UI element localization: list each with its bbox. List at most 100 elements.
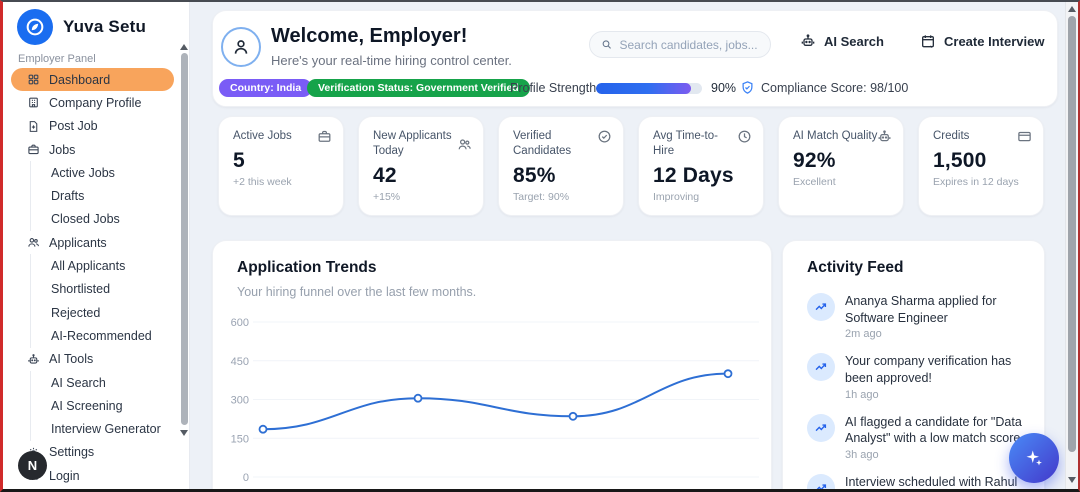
sidebar-item-dashboard[interactable]: Dashboard [11,68,174,92]
stat-subtext: Improving [653,190,700,203]
create-interview-label: Create Interview [944,33,1045,49]
ai-assistant-fab[interactable] [1009,433,1059,483]
search-input[interactable] [619,37,759,52]
profile-bubble[interactable]: N [18,451,47,480]
window-scrollbar[interactable] [1065,2,1078,489]
app-logo[interactable] [17,9,53,45]
robot-icon [877,129,892,144]
stat-label: AI Match Quality [793,130,878,142]
activity-text: AI flagged a candidate for "Data Analyst… [845,414,1024,446]
activity-item[interactable]: AI flagged a candidate for "Data Analyst… [807,413,1026,461]
trend-up-icon [807,353,835,382]
scroll-up-arrow[interactable] [180,44,188,50]
sidebar-item-shortlisted[interactable]: Shortlisted [11,277,174,302]
sidebar-item-ai-tools[interactable]: AI Tools [11,348,174,371]
sidebar-item-ai-search[interactable]: AI Search [11,370,174,395]
grid-icon [27,73,40,86]
stat-value: 5 [233,148,245,172]
activity-item[interactable]: Your company verification has been appro… [807,353,1026,401]
sidebar-item-closed-jobs[interactable]: Closed Jobs [11,207,174,232]
sidebar-item-applicants[interactable]: Applicants [11,231,174,254]
window-scrollbar-thumb[interactable] [1068,16,1076,452]
profile-strength-bar [596,83,702,94]
shield-check-icon [740,80,755,95]
verification-badge: Verification Status: Government Verified [307,79,530,97]
clock-icon [737,129,752,144]
activity-feed-title: Activity Feed [807,259,904,276]
stat-card-active-jobs[interactable]: Active Jobs 5 +2 this week [218,116,344,216]
chart-title: Application Trends [237,259,377,276]
activity-item[interactable]: Ananya Sharma applied for Software Engin… [807,293,1026,340]
sidebar-item-login[interactable]: Login [11,464,174,487]
ai-search-label: AI Search [824,33,884,49]
sidebar-item-all-applicants[interactable]: All Applicants [11,254,174,278]
svg-text:300: 300 [231,395,249,407]
trend-up-icon [807,293,835,321]
sidebar-item-label: Drafts [51,189,85,204]
search-bar[interactable] [589,31,771,58]
brand: Yuva Setu [17,9,146,45]
activity-item[interactable]: Interview scheduled with Rahul Verma for… [807,473,1026,489]
chart-subtitle: Your hiring funnel over the last few mon… [237,285,477,299]
users-icon [27,236,40,249]
sidebar-item-ai-recommended[interactable]: AI-Recommended [11,324,174,348]
main-content: Welcome, Employer! Here's your real-time… [191,2,1066,489]
stat-value: 85% [513,163,556,187]
search-icon [601,38,612,51]
robot-icon [27,353,40,366]
sidebar-item-rejected[interactable]: Rejected [11,300,174,325]
stat-value: 42 [373,163,397,187]
header-card: Welcome, Employer! Here's your real-time… [212,10,1058,107]
stat-card-new-applicants[interactable]: New Applicants Today 42 +15% [358,116,484,216]
sidebar-item-settings[interactable]: Settings [11,441,174,464]
ai-search-button[interactable]: AI Search [800,33,884,49]
person-icon [231,37,251,57]
sidebar-item-label: Login [49,468,80,483]
svg-text:150: 150 [231,433,249,445]
activity-text: Your company verification has been appro… [845,354,1012,385]
sidebar-item-company-profile[interactable]: Company Profile [11,91,174,114]
sidebar-section-label: Employer Panel [18,53,96,65]
create-interview-button[interactable]: Create Interview [920,33,1044,49]
activity-time: 1h ago [845,388,879,401]
sidebar-item-label: Jobs [49,142,76,157]
sidebar-item-interview-generator[interactable]: Interview Generator [11,417,174,442]
sidebar-item-jobs[interactable]: Jobs [11,138,174,161]
stat-subtext: Expires in 12 days [933,175,1019,188]
scroll-down-arrow[interactable] [1068,477,1076,483]
briefcase-icon [317,129,332,144]
sidebar-item-post-job[interactable]: Post Job [11,115,174,138]
activity-text: Ananya Sharma applied for Software Engin… [845,294,997,325]
sidebar-item-label: Applicants [49,235,107,250]
sidebar-item-drafts[interactable]: Drafts [11,184,174,209]
stat-subtext: Excellent [793,175,836,188]
sidebar-scrollbar[interactable] [180,44,189,436]
sidebar-item-label: Rejected [51,305,101,320]
stat-value: 1,500 [933,148,987,172]
stat-label: Credits [933,130,970,142]
sidebar-item-label: Shortlisted [51,282,111,297]
stat-card-avg-time-to-hire[interactable]: Avg Time-to-Hire 12 Days Improving [638,116,764,216]
scroll-up-arrow[interactable] [1068,6,1076,12]
stat-card-ai-match-quality[interactable]: AI Match Quality 92% Excellent [778,116,904,216]
app-title: Yuva Setu [63,17,147,36]
stat-card-credits[interactable]: Credits 1,500 Expires in 12 days [918,116,1044,216]
trend-up-icon [807,473,835,489]
credit-card-icon [1017,129,1032,144]
sidebar-item-label: All Applicants [51,259,126,274]
stat-label: Verified Candidates [513,130,572,157]
svg-text:0: 0 [243,472,249,484]
sidebar-item-active-jobs[interactable]: Active Jobs [11,161,174,185]
sidebar-scrollbar-thumb[interactable] [181,53,188,425]
sparkle-icon [1024,448,1044,468]
building-icon [27,96,40,109]
sidebar-item-label: AI Search [51,375,106,390]
stat-card-verified-candidates[interactable]: Verified Candidates 85% Target: 90% [498,116,624,216]
profile-strength-label: Profile Strength: [510,81,600,95]
sidebar: Yuva Setu Employer Panel Dashboard Compa… [3,2,190,489]
sidebar-item-label: AI-Recommended [51,328,152,343]
scroll-down-arrow[interactable] [180,430,188,436]
sidebar-item-label: Dashboard [49,72,111,87]
sidebar-item-label: Company Profile [49,95,142,110]
sidebar-item-ai-screening[interactable]: AI Screening [11,394,174,418]
